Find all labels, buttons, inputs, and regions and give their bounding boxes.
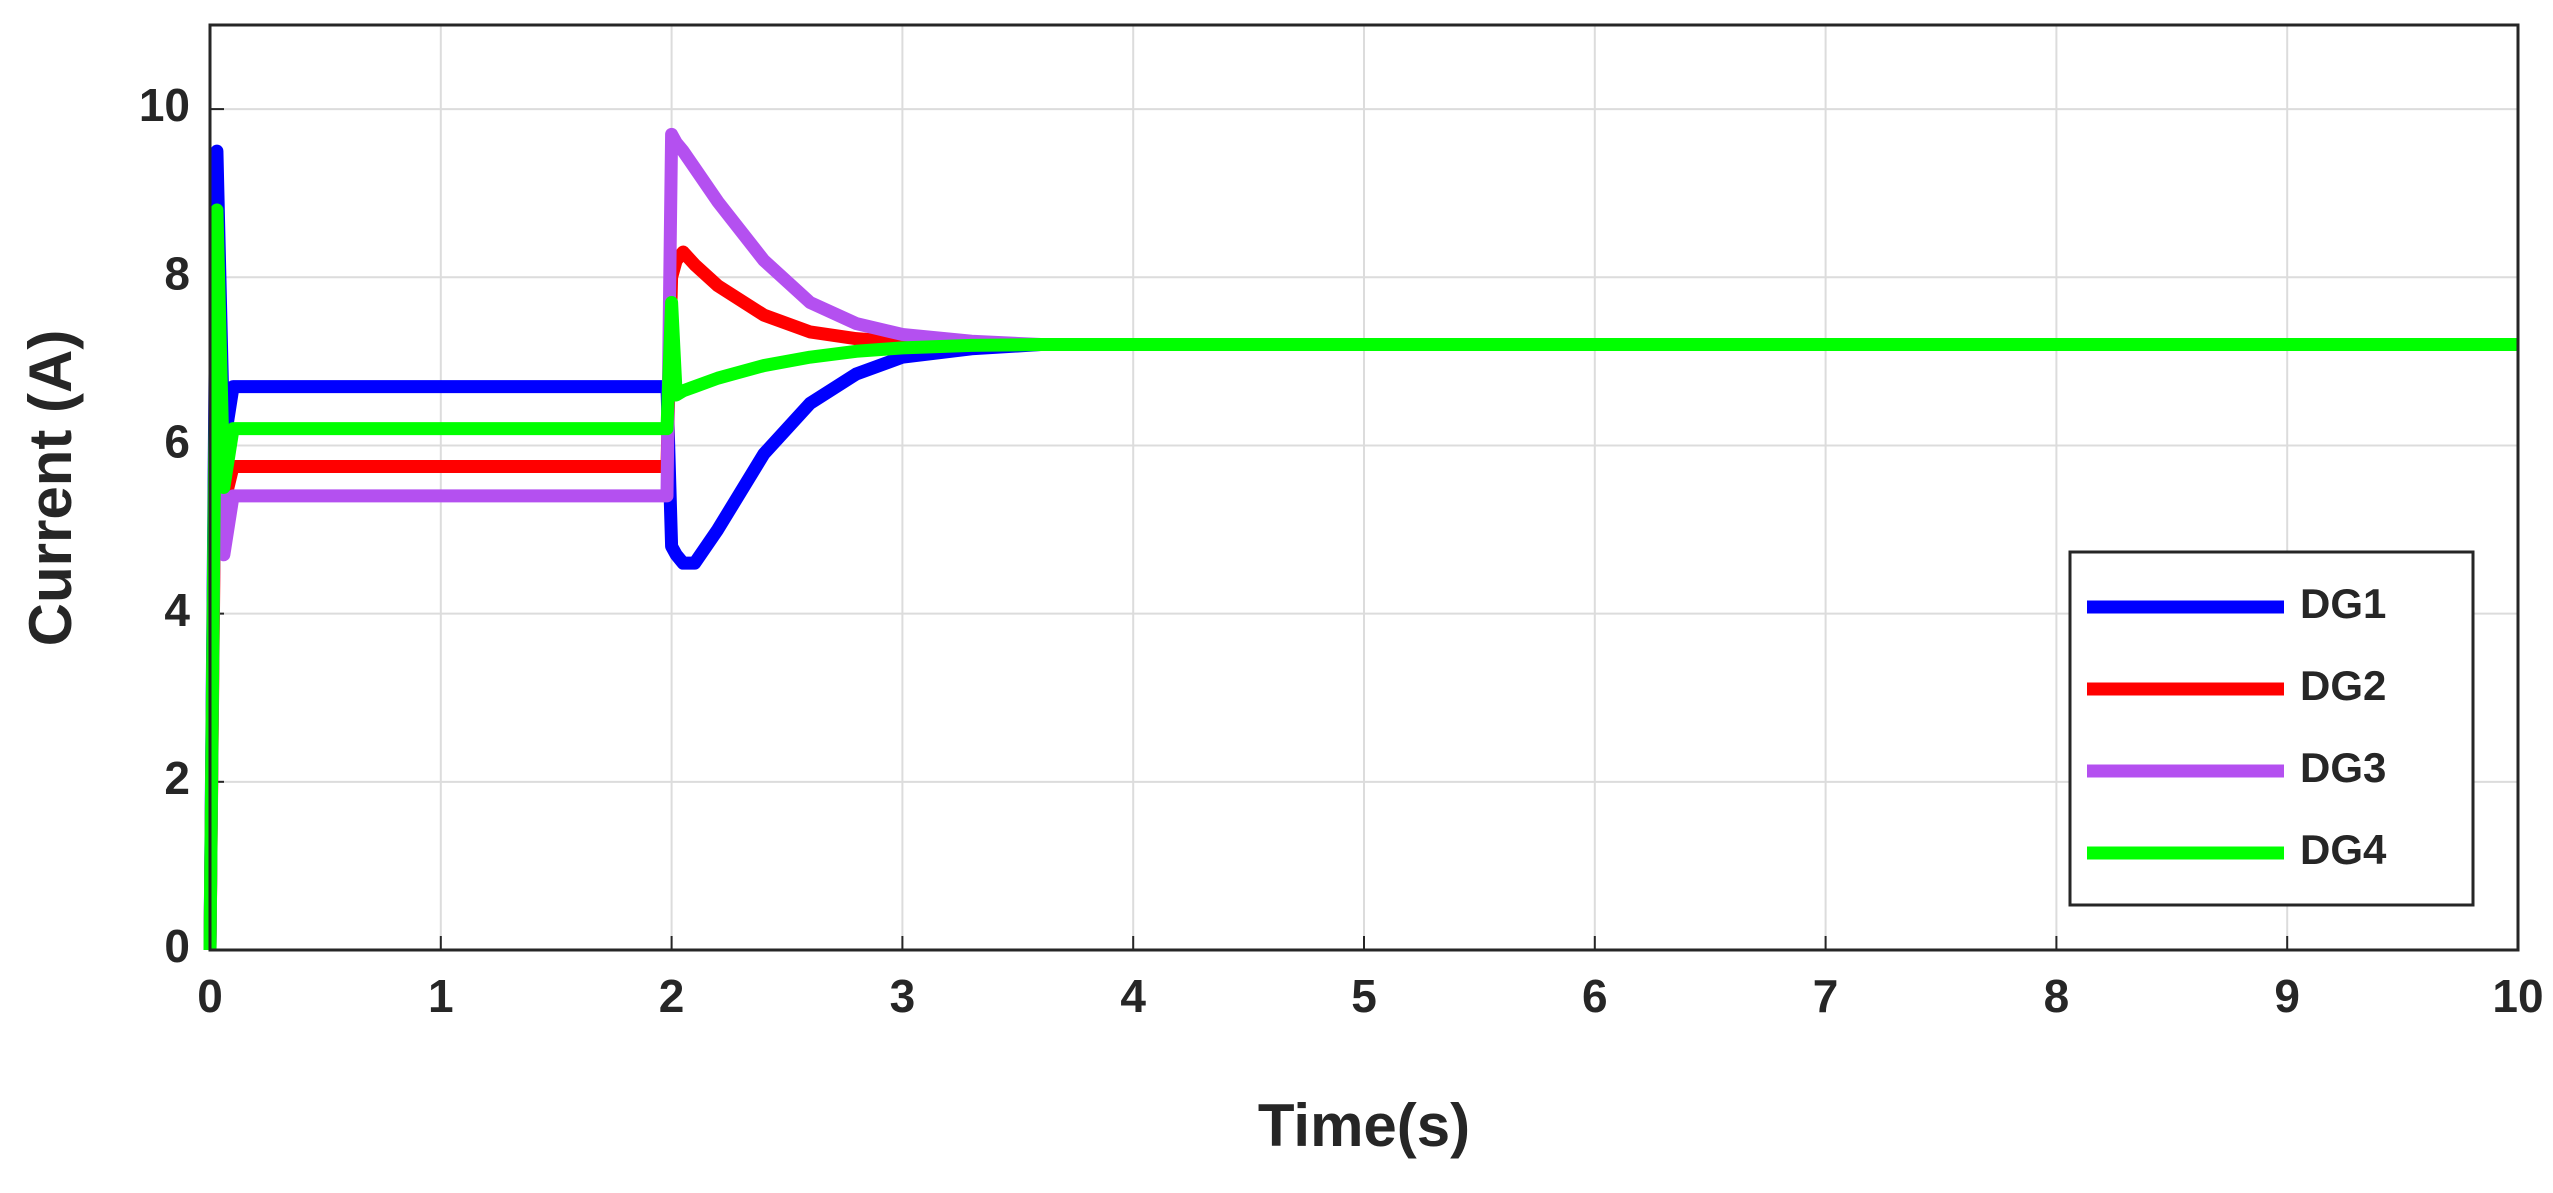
x-tick-label: 8 bbox=[2044, 970, 2070, 1022]
y-axis-label: Current (A) bbox=[17, 330, 84, 647]
x-tick-label: 0 bbox=[197, 970, 223, 1022]
series-line bbox=[203, 203, 2518, 951]
x-tick-label: 1 bbox=[428, 970, 454, 1022]
x-tick-label: 7 bbox=[1813, 970, 1839, 1022]
x-tick-label: 5 bbox=[1351, 970, 1377, 1022]
legend-label: DG1 bbox=[2300, 580, 2386, 627]
y-tick-label: 6 bbox=[164, 416, 190, 468]
x-tick-label: 9 bbox=[2274, 970, 2300, 1022]
legend: DG1 DG2 DG3 DG4 bbox=[2068, 550, 2475, 907]
x-tick-label: 6 bbox=[1582, 970, 1608, 1022]
x-tick-label: 3 bbox=[890, 970, 916, 1022]
legend-label: DG4 bbox=[2300, 826, 2387, 873]
y-tick-label: 2 bbox=[164, 752, 190, 804]
y-tick-label: 4 bbox=[164, 584, 190, 636]
y-tick-label: 10 bbox=[139, 79, 190, 131]
x-tick-label: 10 bbox=[2492, 970, 2543, 1022]
plot-frame bbox=[208, 23, 2520, 952]
x-tick-label: 2 bbox=[659, 970, 685, 1022]
y-tick-label: 8 bbox=[164, 247, 190, 299]
y-tick-label: 0 bbox=[164, 920, 190, 972]
legend-label: DG3 bbox=[2300, 744, 2386, 791]
x-tick-label: 4 bbox=[1120, 970, 1146, 1022]
legend-label: DG2 bbox=[2300, 662, 2386, 709]
x-axis-label: Time(s) bbox=[1258, 1092, 1470, 1159]
